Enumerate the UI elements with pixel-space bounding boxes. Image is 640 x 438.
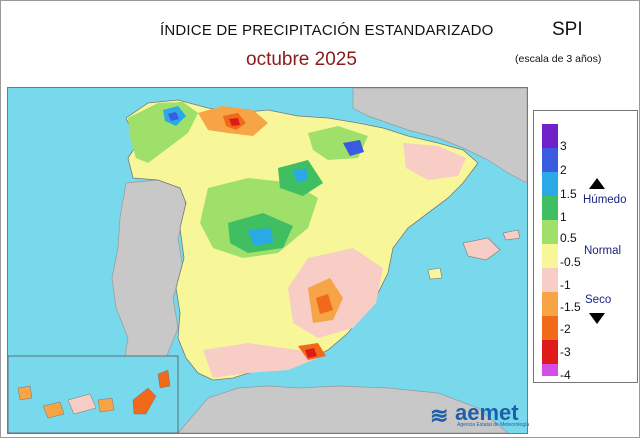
dry-label: Seco <box>585 294 612 306</box>
spi-extreme-dry-east <box>316 294 333 314</box>
spi-dry-pyrenees <box>403 143 466 180</box>
spi-dry-south <box>203 343 318 378</box>
wet-arrow-icon <box>589 178 605 189</box>
aemet-logo: ≋ aemet Agencia Estatal de Meteorología <box>430 400 529 430</box>
canary-island <box>42 401 65 419</box>
legend-swatch <box>542 316 558 340</box>
legend-swatch <box>542 124 558 148</box>
normal-label: Normal <box>584 245 622 257</box>
logo-tagline: Agencia Estatal de Meteorología <box>457 422 530 428</box>
legend-swatch <box>542 292 558 316</box>
legend-tick-label: 3 <box>560 139 567 153</box>
legend-tick-label: -1 <box>560 278 571 292</box>
portugal-land <box>111 179 187 381</box>
canary-island <box>157 369 171 389</box>
legend-tick-label: -1.5 <box>560 300 581 314</box>
legend-tick-label: 2 <box>560 163 567 177</box>
legend: 3 2 1.5 1 0.5 -0.5 -1 -1.5 -2 -3 -4 <box>533 110 638 383</box>
canary-island <box>17 385 33 401</box>
legend-swatch <box>542 364 558 376</box>
legend-swatch <box>542 220 558 244</box>
spi-wet-basque-blue <box>343 140 364 156</box>
spi-very-wet-north <box>293 168 308 182</box>
legend-swatch <box>542 268 558 292</box>
index-name: SPI <box>552 19 583 40</box>
legend-tick-label: 1 <box>560 210 567 224</box>
scale-note: (escala de 3 años) <box>515 53 602 65</box>
legend-tick-label: 0.5 <box>560 231 577 245</box>
mallorca <box>462 237 501 261</box>
map-panel <box>7 87 528 434</box>
canary-island <box>132 387 157 415</box>
spi-very-wet-central <box>248 228 274 246</box>
legend-tick-label: -2 <box>560 322 571 336</box>
france-land <box>352 88 527 184</box>
legend-tick-label: -3 <box>560 345 571 359</box>
spi-wet-galicia-dark <box>168 112 179 121</box>
dry-arrow-icon <box>589 313 605 324</box>
map-title: ÍNDICE DE PRECIPITACIÓN ESTANDARIZADO <box>160 22 494 39</box>
canary-island <box>97 397 115 413</box>
legend-swatch <box>542 196 558 220</box>
menorca <box>502 229 521 241</box>
canary-island <box>67 393 97 415</box>
map-subtitle: octubre 2025 <box>246 49 357 70</box>
legend-swatch <box>542 340 558 364</box>
legend-swatch <box>542 244 558 268</box>
legend-tick-label: -0.5 <box>560 255 581 269</box>
spain-spi-map <box>8 88 527 433</box>
spain-mainland <box>125 99 479 381</box>
spi-extreme-dry-cantabria <box>229 118 240 126</box>
africa-land <box>177 385 509 433</box>
aemet-mark-icon: ≋ <box>430 403 449 428</box>
spi-extreme-dry-south <box>305 348 317 358</box>
logo-brand: aemet <box>455 400 519 425</box>
legend-swatch <box>542 172 558 196</box>
legend-tick-label: 1.5 <box>560 187 577 201</box>
ibiza <box>427 267 443 280</box>
wet-label: Húmedo <box>583 194 627 206</box>
legend-tick-label: -4 <box>560 368 571 382</box>
legend-swatch <box>542 148 558 172</box>
